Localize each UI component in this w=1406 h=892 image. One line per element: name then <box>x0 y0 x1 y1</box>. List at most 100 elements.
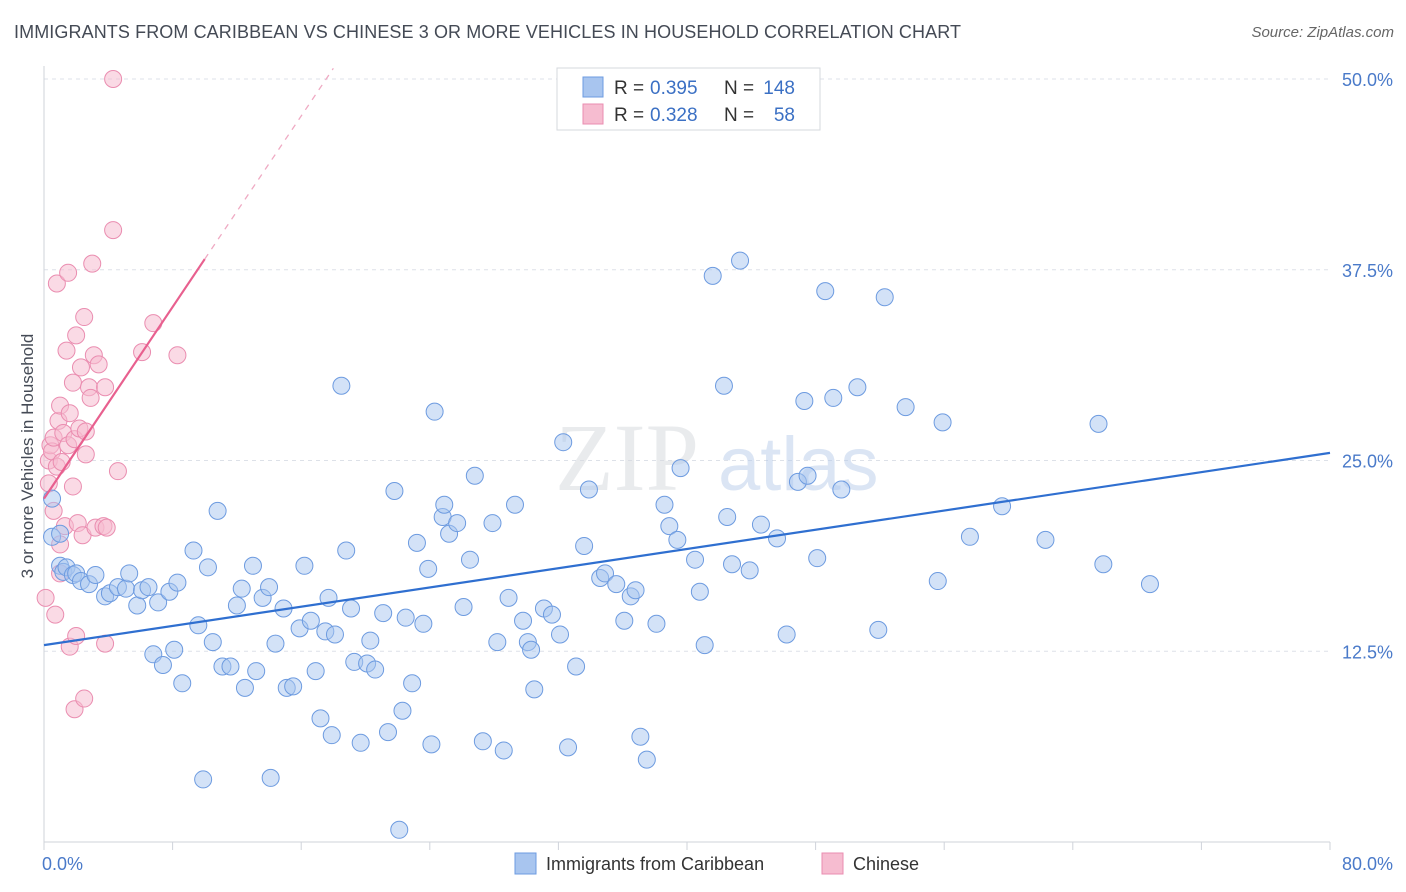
caribbean-point-99 <box>579 480 598 499</box>
caribbean-point-55 <box>332 376 351 395</box>
caribbean-point-120 <box>731 251 750 270</box>
caribbean-point-103 <box>615 611 634 630</box>
caribbean-point-48 <box>301 611 320 630</box>
y-tick-labels: 12.5% 25.0% 37.5% 50.0% <box>1342 70 1393 662</box>
caribbean-point-31 <box>208 501 227 520</box>
trend-line-chinese-extension <box>204 67 334 260</box>
caribbean-point-72 <box>419 559 438 578</box>
chinese-point-35 <box>76 445 95 464</box>
chinese-point-38 <box>83 254 102 273</box>
chinese-point-17 <box>57 341 76 360</box>
caribbean-point-94 <box>551 625 570 644</box>
caribbean-point-40 <box>260 578 279 597</box>
caribbean-point-59 <box>351 733 370 752</box>
caribbean-point-20 <box>149 593 168 612</box>
caribbean-point-45 <box>284 677 303 696</box>
caribbean-point-53 <box>322 726 341 745</box>
legend-r-label-1: R = <box>614 78 644 99</box>
caribbean-point-130 <box>824 388 843 407</box>
caribbean-point-93 <box>542 605 561 624</box>
legend-r-label-2: R = <box>614 105 644 126</box>
chinese-point-30 <box>71 358 90 377</box>
caribbean-point-96 <box>559 738 578 757</box>
caribbean-point-35 <box>232 579 251 598</box>
trend-line-chinese <box>43 258 206 500</box>
chinese-point-50 <box>144 314 163 333</box>
caribbean-point-18 <box>139 578 158 597</box>
x-tick-label-min: 0.0% <box>42 854 83 874</box>
caribbean-point-135 <box>896 398 915 417</box>
caribbean-point-21 <box>153 655 172 674</box>
chinese-point-47 <box>104 221 123 240</box>
bottom-legend-swatch-caribbean <box>514 852 537 875</box>
legend-swatch-chinese <box>582 103 604 125</box>
chinese-point-43 <box>96 378 115 397</box>
chinese-point-48 <box>108 462 127 481</box>
caribbean-point-33 <box>221 657 240 676</box>
chinese-point-34 <box>76 422 95 441</box>
legend-n-label-2: N = <box>724 105 754 126</box>
caribbean-point-84 <box>488 633 507 652</box>
chinese-point-19 <box>59 263 78 282</box>
caribbean-point-102 <box>607 575 626 594</box>
caribbean-point-111 <box>668 530 687 549</box>
chinese-point-0 <box>36 588 55 607</box>
caribbean-point-16 <box>128 596 147 615</box>
chinese-point-20 <box>60 404 79 423</box>
caribbean-point-50 <box>311 709 330 728</box>
caribbean-point-30 <box>203 633 222 652</box>
chinese-point-37 <box>81 388 100 407</box>
trend-lines <box>43 67 1331 647</box>
caribbean-point-113 <box>686 550 705 569</box>
caribbean-point-122 <box>751 515 770 534</box>
caribbean-point-132 <box>848 378 867 397</box>
caribbean-point-73 <box>422 735 441 754</box>
caribbean-point-134 <box>875 288 894 307</box>
caribbean-point-74 <box>425 402 444 421</box>
legend-r-value-1: 0.395 <box>650 78 698 99</box>
caribbean-point-117 <box>714 376 733 395</box>
caribbean-point-129 <box>816 282 835 301</box>
caribbean-point-82 <box>473 732 492 751</box>
chinese-point-32 <box>75 689 94 708</box>
y-axis-label: 3 or more Vehicles in Household <box>18 334 37 579</box>
caribbean-point-41 <box>261 768 280 787</box>
caribbean-point-36 <box>235 678 254 697</box>
caribbean-point-119 <box>723 555 742 574</box>
trend-line-caribbean <box>43 451 1331 647</box>
caribbean-point-79 <box>454 597 473 616</box>
caribbean-point-112 <box>671 459 690 478</box>
caribbean-point-67 <box>393 701 412 720</box>
chart-title: IMMIGRANTS FROM CARIBBEAN VS CHINESE 3 O… <box>14 22 962 42</box>
gridlines <box>44 78 1330 652</box>
caribbean-point-142 <box>1094 555 1113 574</box>
legend-r-value-2: 0.328 <box>650 105 698 126</box>
caribbean-point-26 <box>184 541 203 560</box>
caribbean-point-86 <box>499 588 518 607</box>
watermark: ZIP atlas <box>555 404 879 511</box>
caribbean-point-65 <box>385 482 404 501</box>
y-tick-label-0: 12.5% <box>1342 642 1393 662</box>
caribbean-point-68 <box>396 608 415 627</box>
caribbean-point-106 <box>631 727 650 746</box>
caribbean-point-98 <box>575 536 594 555</box>
caribbean-point-116 <box>703 266 722 285</box>
caribbean-point-61 <box>361 631 380 650</box>
caribbean-point-54 <box>325 625 344 644</box>
caribbean-point-131 <box>832 480 851 499</box>
chinese-point-33 <box>75 308 94 327</box>
caribbean-point-71 <box>414 614 433 633</box>
caribbean-point-38 <box>247 662 266 681</box>
caribbean-point-24 <box>168 573 187 592</box>
caribbean-point-62 <box>366 660 385 679</box>
caribbean-point-80 <box>460 550 479 569</box>
caribbean-point-90 <box>522 640 541 659</box>
caribbean-point-76 <box>435 495 454 514</box>
caribbean-point-78 <box>448 514 467 533</box>
caribbean-point-10 <box>86 565 105 584</box>
caribbean-point-15 <box>120 564 139 583</box>
caribbean-point-37 <box>243 556 262 575</box>
y-tick-label-3: 50.0% <box>1342 70 1393 90</box>
caribbean-point-107 <box>637 750 656 769</box>
caribbean-point-14 <box>116 579 135 598</box>
